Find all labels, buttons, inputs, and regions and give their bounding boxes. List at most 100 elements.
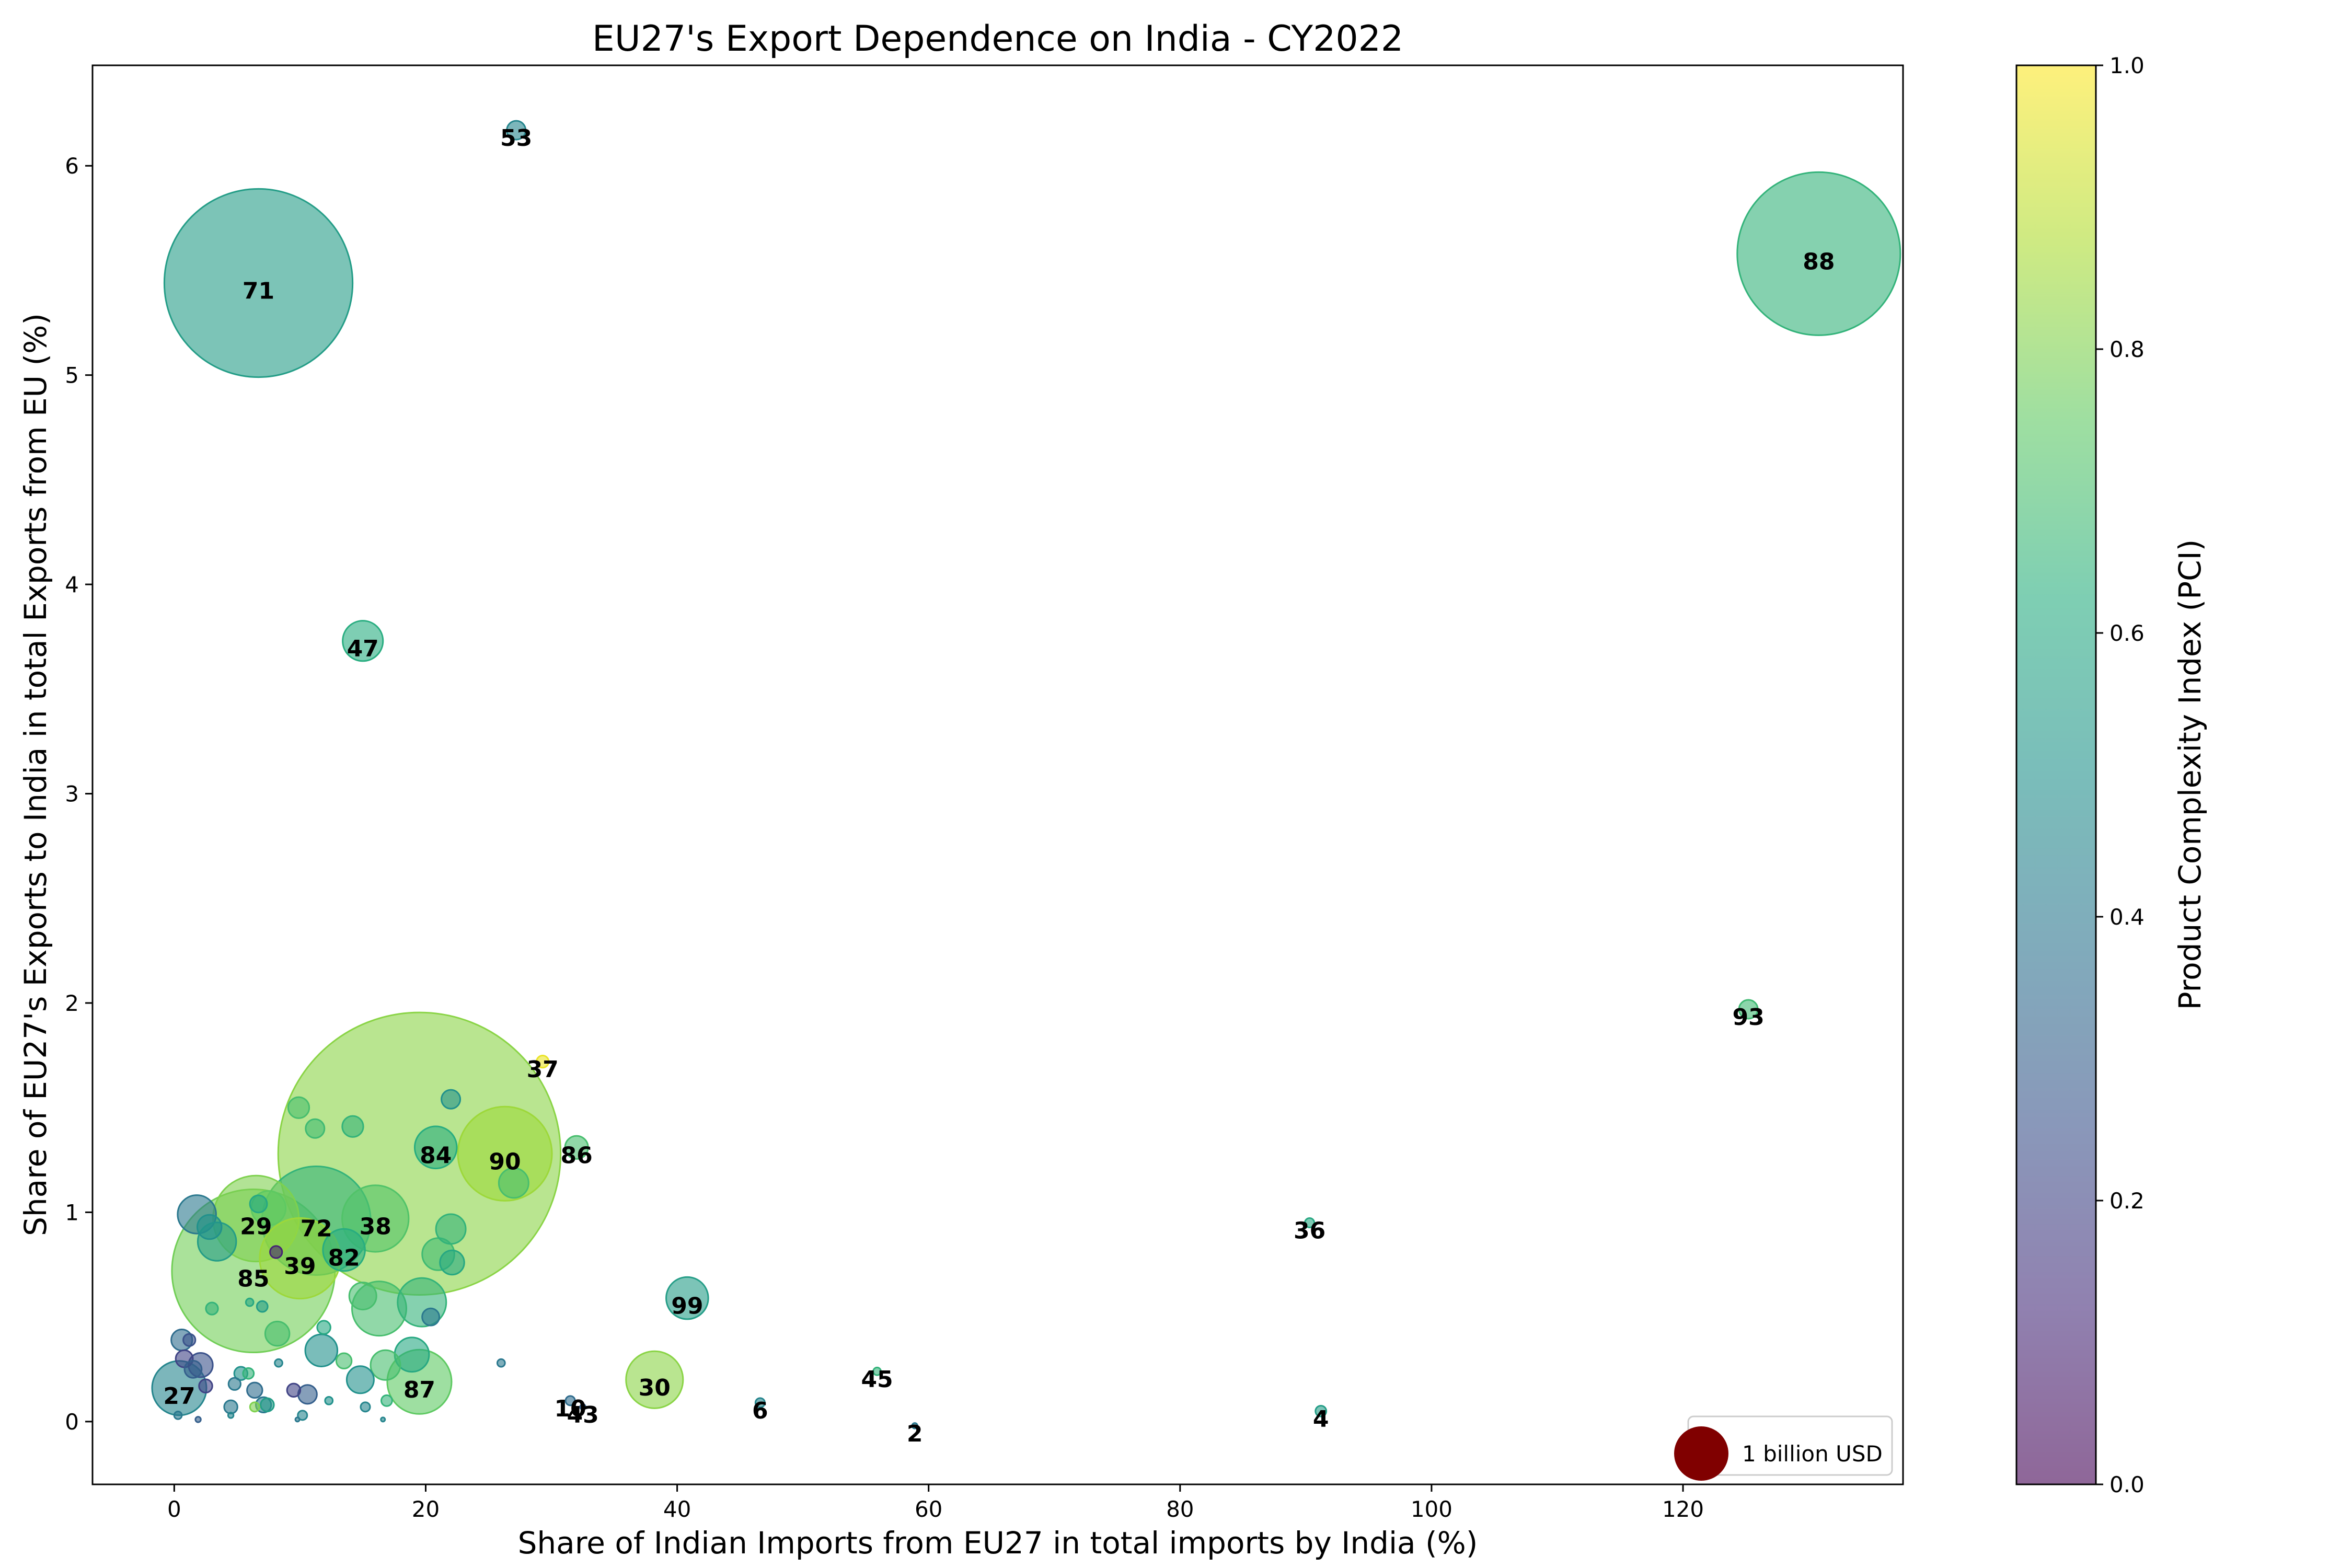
bubble-label: 90	[489, 1148, 521, 1175]
bubble-point	[370, 1349, 401, 1381]
y-tick-label: 5	[65, 363, 79, 388]
bubble-point	[439, 1249, 465, 1276]
bubble-point	[1736, 171, 1901, 336]
bubble-label: 85	[237, 1266, 269, 1293]
y-tick-label: 1	[65, 1200, 79, 1225]
x-tick-label: 80	[1166, 1496, 1194, 1522]
bubble-point	[457, 1105, 553, 1202]
bubble-label: 43	[567, 1402, 599, 1428]
colorbar-tick-label: 0.0	[2109, 1472, 2145, 1497]
x-tick-label: 20	[412, 1496, 440, 1522]
bubble-point	[441, 1089, 462, 1110]
bubble-label: 4	[1313, 1406, 1329, 1433]
plot-frame	[91, 64, 1904, 1485]
bubble-point	[911, 1422, 918, 1429]
bubble-point	[249, 1401, 260, 1413]
x-tick-label: 120	[1662, 1496, 1704, 1522]
bubble-point	[246, 1381, 263, 1399]
x-tick-label: 0	[167, 1496, 181, 1522]
bubble-point	[286, 1382, 302, 1398]
x-axis-label: Share of Indian Imports from EU27 in tot…	[518, 1525, 1478, 1561]
bubble-point	[579, 1403, 586, 1411]
y-axis-label: Share of EU27's Exports to India in tota…	[18, 313, 53, 1236]
bubble-point	[380, 1416, 386, 1423]
bubble-point	[256, 1300, 269, 1313]
bubble-point	[304, 1333, 339, 1367]
bubble-point	[435, 1213, 467, 1245]
bubble-point	[322, 1228, 366, 1272]
bubble-point	[264, 1320, 291, 1347]
bubble-point	[360, 1401, 371, 1413]
y-tick-label: 0	[65, 1409, 79, 1435]
x-tick-label: 60	[915, 1496, 942, 1522]
bubble-point	[183, 1359, 203, 1379]
bubble-point	[1304, 1217, 1316, 1228]
bubble-label: 45	[861, 1366, 893, 1393]
bubble-label: 87	[403, 1377, 435, 1403]
bubble-point	[227, 1412, 235, 1419]
chart-title: EU27's Export Dependence on India - CY20…	[592, 18, 1403, 60]
bubble-point	[227, 1377, 241, 1391]
colorbar-tick-label: 0.2	[2109, 1188, 2145, 1214]
bubble-point	[324, 1396, 334, 1405]
y-tick-label: 3	[65, 781, 79, 807]
bubble-point	[297, 1384, 318, 1405]
bubble-label: 47	[347, 636, 379, 662]
y-axis: 0 1 2 3 4 5 6	[65, 153, 93, 1435]
bubble-point	[194, 1416, 202, 1423]
bubble-point	[342, 620, 384, 662]
size-legend: 1 billion USD	[1674, 1415, 1893, 1481]
bubble-point	[506, 120, 527, 141]
x-tick-label: 100	[1411, 1496, 1452, 1522]
bubble-label: 82	[328, 1245, 360, 1272]
bubble-label: 86	[561, 1142, 593, 1169]
bubble-point	[498, 1167, 529, 1199]
bubble-point	[163, 188, 354, 378]
bubble-label: 10	[554, 1396, 586, 1422]
bubble-point	[345, 1365, 375, 1394]
colorbar-frame	[2015, 64, 2097, 1485]
bubble-label: 36	[1294, 1217, 1325, 1244]
bubble-point	[754, 1397, 766, 1409]
bubble-point	[287, 1096, 310, 1119]
size-legend-bubble	[1674, 1426, 1728, 1481]
bubble-point	[413, 1125, 458, 1170]
bubble-point	[564, 1135, 589, 1160]
bubble-label: 38	[360, 1213, 391, 1240]
bubble-label: 30	[639, 1375, 671, 1401]
bubble-point	[1738, 999, 1759, 1020]
bubble-point	[421, 1307, 441, 1327]
bubble-layer	[151, 120, 1901, 1429]
bubble-label: 88	[1803, 248, 1835, 275]
bubble-label: 93	[1732, 1004, 1764, 1031]
bubble-point	[269, 1245, 283, 1259]
bubble-point	[274, 1358, 283, 1368]
bubble-point	[1315, 1404, 1328, 1417]
bubble-point	[496, 1358, 506, 1368]
colorbar-label: Product Complexity Index (PCI)	[2172, 539, 2208, 1010]
bubble-point	[294, 1416, 301, 1423]
size-legend-label: 1 billion USD	[1742, 1441, 1883, 1467]
bubble-point	[316, 1320, 331, 1335]
bubble-label: 27	[163, 1383, 195, 1410]
bubble-point	[335, 1352, 353, 1369]
bubble-label: 2	[907, 1421, 923, 1447]
x-axis: 0 20 40 60 80 100 120	[167, 1484, 1704, 1522]
bubble-point	[297, 1410, 308, 1421]
bubble-point	[348, 1282, 377, 1311]
y-tick-label: 4	[65, 572, 79, 597]
bubble-label: 99	[671, 1293, 703, 1320]
x-tick-label: 40	[663, 1496, 691, 1522]
bubble-label: 39	[284, 1253, 316, 1280]
bubble-label: 6	[752, 1398, 768, 1424]
bubble-point	[536, 1054, 550, 1069]
colorbar-tick-label: 0.8	[2109, 337, 2145, 362]
bubble-point	[564, 1395, 576, 1406]
colorbar-tick-label: 1.0	[2109, 53, 2145, 78]
bubble-point	[205, 1301, 219, 1316]
y-tick-label: 2	[65, 990, 79, 1016]
bubble-point	[223, 1399, 238, 1415]
bubble-label: 84	[420, 1142, 452, 1169]
bubble-label: 72	[301, 1215, 332, 1242]
